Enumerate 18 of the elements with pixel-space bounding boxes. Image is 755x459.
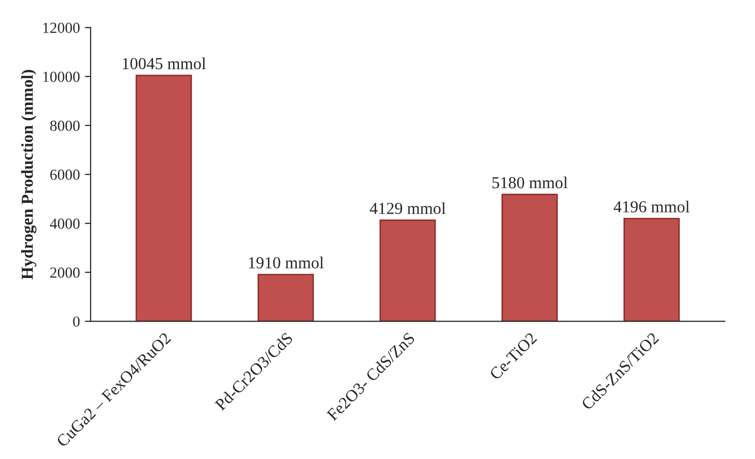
bar [623, 218, 680, 322]
y-tick-label: 2000 [50, 267, 80, 278]
data-label: 4129 mmol [370, 202, 446, 214]
y-tick-label: 4000 [50, 218, 80, 229]
bar [258, 274, 314, 322]
bar [502, 194, 558, 322]
data-label: 1910 mmol [249, 256, 324, 268]
y-tick-label: 6000 [50, 170, 80, 180]
y-axis-title: Hydrogen Production (mmol) [21, 70, 36, 280]
y-tick-label: 0 [73, 316, 80, 327]
y-tick-label: 12000 [43, 22, 80, 33]
data-label: 4196 mmol [614, 200, 690, 212]
data-label: 5180 mmol [492, 176, 568, 188]
y-tick-label: 8000 [50, 120, 80, 131]
y-tick-label: 10000 [43, 72, 80, 82]
bar [136, 74, 192, 322]
bar [380, 220, 436, 322]
data-label: 10045 mmol [122, 58, 206, 70]
